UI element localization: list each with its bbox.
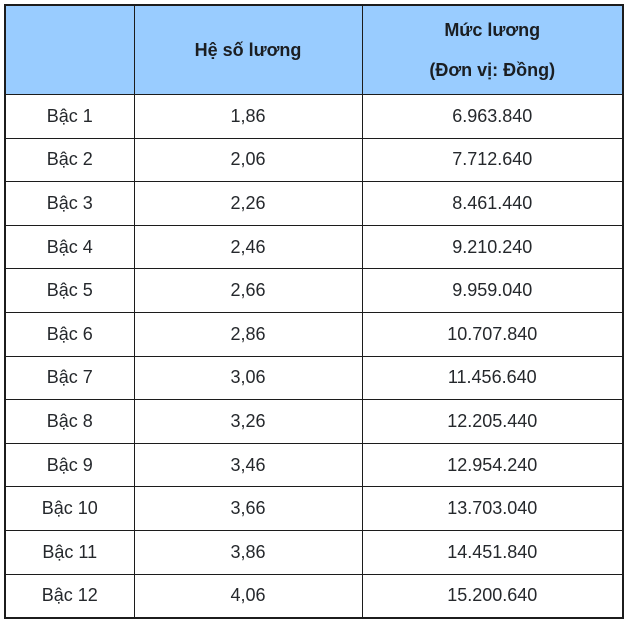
level-cell: Bậc 12 <box>4 573 135 619</box>
salary-cell: 8.461.440 <box>361 181 624 226</box>
coefficient-cell: 2,46 <box>133 224 363 270</box>
header-salary-line2: (Đơn vị: Đồng) <box>429 59 556 80</box>
coefficient-cell: 1,86 <box>133 94 363 139</box>
table-row: Bậc 12 4,06 15.200.640 <box>4 573 624 619</box>
coefficient-cell: 3,26 <box>133 399 363 444</box>
salary-cell: 12.954.240 <box>361 442 624 488</box>
table-row: Bậc 3 2,26 8.461.440 <box>4 181 624 226</box>
table-row: Bậc 2 2,06 7.712.640 <box>4 137 624 183</box>
table-row: Bậc 4 2,46 9.210.240 <box>4 224 624 270</box>
level-cell: Bậc 11 <box>4 529 135 575</box>
salary-cell: 12.205.440 <box>361 399 624 444</box>
salary-cell: 14.451.840 <box>361 529 624 575</box>
table-row: Bậc 6 2,86 10.707.840 <box>4 311 624 357</box>
salary-cell: 6.963.840 <box>361 94 624 139</box>
coefficient-cell: 2,26 <box>133 181 363 226</box>
level-cell: Bậc 9 <box>4 442 135 488</box>
level-cell: Bậc 6 <box>4 311 135 357</box>
coefficient-cell: 2,06 <box>133 137 363 183</box>
level-cell: Bậc 5 <box>4 268 135 313</box>
coefficient-cell: 3,86 <box>133 529 363 575</box>
header-corner-cell <box>4 4 135 95</box>
coefficient-cell: 4,06 <box>133 573 363 619</box>
salary-table: Hệ số lương Mức lương (Đơn vị: Đồng) Bậc… <box>4 4 624 620</box>
table-row: Bậc 10 3,66 13.703.040 <box>4 486 624 531</box>
salary-cell: 9.210.240 <box>361 224 624 270</box>
header-salary-cell: Mức lương (Đơn vị: Đồng) <box>361 4 624 95</box>
header-salary-line1: Mức lương <box>444 19 541 40</box>
level-cell: Bậc 3 <box>4 181 135 226</box>
salary-cell: 15.200.640 <box>361 573 624 619</box>
level-cell: Bậc 7 <box>4 355 135 401</box>
coefficient-cell: 2,66 <box>133 268 363 313</box>
salary-cell: 13.703.040 <box>361 486 624 531</box>
table-row: Bậc 11 3,86 14.451.840 <box>4 529 624 575</box>
level-cell: Bậc 2 <box>4 137 135 183</box>
level-cell: Bậc 4 <box>4 224 135 270</box>
table-row: Bậc 7 3,06 11.456.640 <box>4 355 624 401</box>
salary-cell: 10.707.840 <box>361 311 624 357</box>
level-cell: Bậc 1 <box>4 94 135 139</box>
header-coefficient-cell: Hệ số lương <box>133 4 363 95</box>
coefficient-cell: 3,66 <box>133 486 363 531</box>
table-row: Bậc 5 2,66 9.959.040 <box>4 268 624 313</box>
salary-cell: 7.712.640 <box>361 137 624 183</box>
table-row: Bậc 9 3,46 12.954.240 <box>4 442 624 488</box>
header-row: Hệ số lương Mức lương (Đơn vị: Đồng) <box>4 4 624 95</box>
level-cell: Bậc 8 <box>4 399 135 444</box>
salary-table-body: Bậc 1 1,86 6.963.840 Bậc 2 2,06 7.712.64… <box>4 94 624 619</box>
table-row: Bậc 8 3,26 12.205.440 <box>4 399 624 444</box>
coefficient-cell: 3,46 <box>133 442 363 488</box>
salary-cell: 11.456.640 <box>361 355 624 401</box>
salary-table-header: Hệ số lương Mức lương (Đơn vị: Đồng) <box>4 4 624 95</box>
coefficient-cell: 3,06 <box>133 355 363 401</box>
level-cell: Bậc 10 <box>4 486 135 531</box>
coefficient-cell: 2,86 <box>133 311 363 357</box>
table-row: Bậc 1 1,86 6.963.840 <box>4 94 624 139</box>
salary-cell: 9.959.040 <box>361 268 624 313</box>
